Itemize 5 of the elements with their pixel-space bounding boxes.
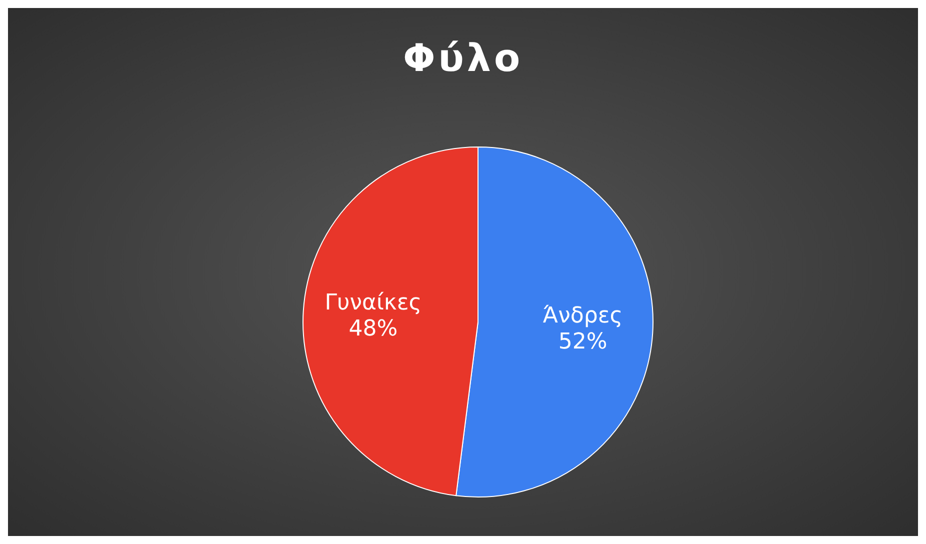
slice-label: Άνδρες xyxy=(542,304,623,329)
chart-title: Φύλο xyxy=(402,36,524,80)
data-label: 52% xyxy=(558,330,608,355)
slice-label: Γυναίκες xyxy=(324,290,422,316)
data-label: 48% xyxy=(348,316,398,342)
